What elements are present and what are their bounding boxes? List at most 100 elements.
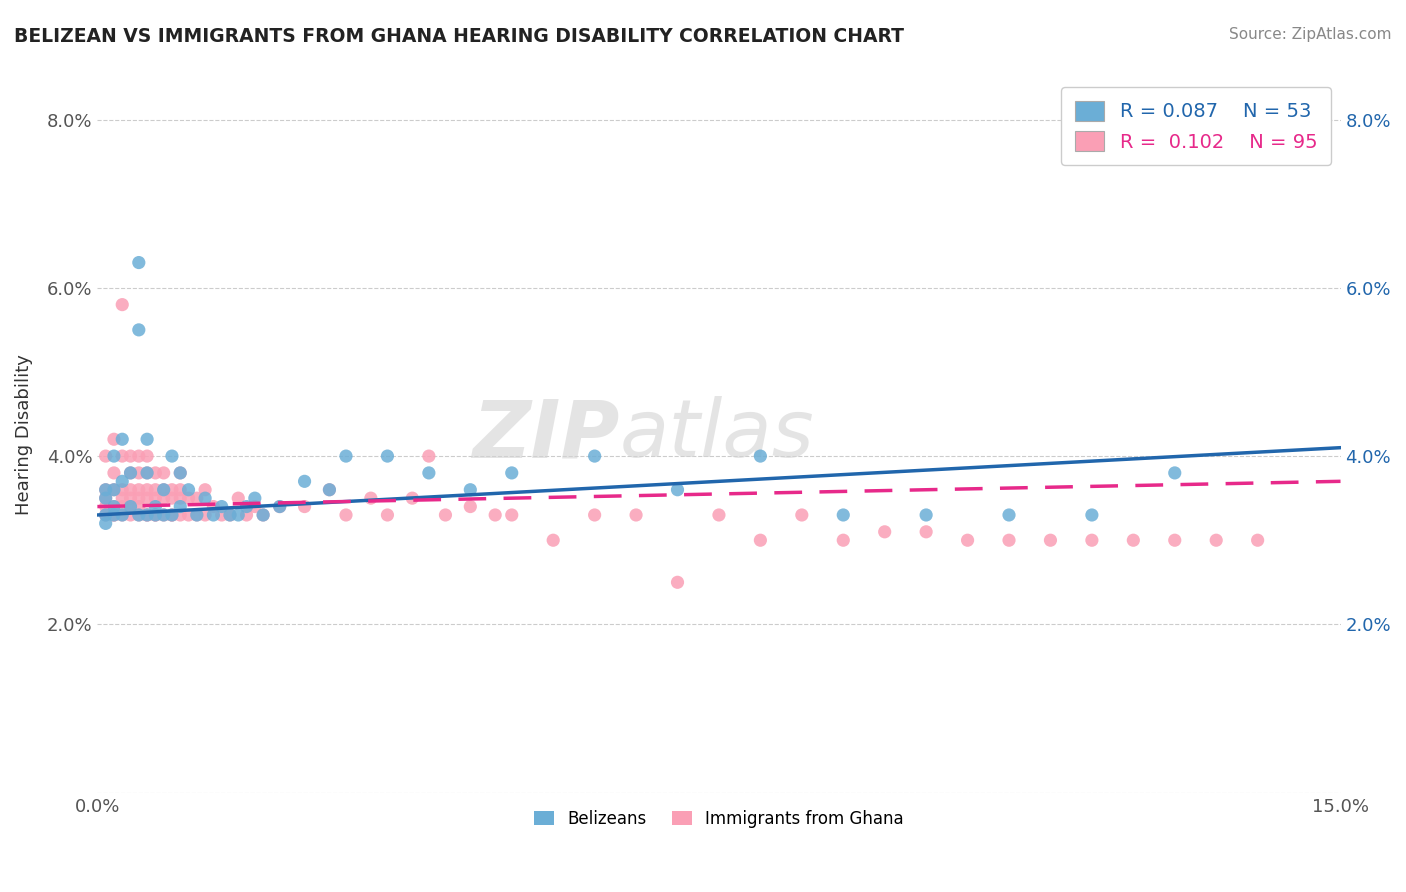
- Point: [1205, 533, 1227, 548]
- Point: [136, 466, 159, 480]
- Point: [832, 533, 855, 548]
- Point: [666, 575, 689, 590]
- Point: [128, 500, 150, 514]
- Point: [152, 466, 174, 480]
- Point: [484, 508, 506, 522]
- Point: [243, 500, 266, 514]
- Point: [269, 500, 291, 514]
- Point: [120, 483, 142, 497]
- Point: [460, 500, 482, 514]
- Point: [418, 466, 440, 480]
- Point: [252, 508, 274, 522]
- Point: [94, 483, 117, 497]
- Point: [145, 466, 167, 480]
- Point: [186, 508, 208, 522]
- Point: [128, 323, 150, 337]
- Point: [226, 491, 249, 505]
- Point: [318, 483, 340, 497]
- Point: [103, 449, 125, 463]
- Text: Source: ZipAtlas.com: Source: ZipAtlas.com: [1229, 27, 1392, 42]
- Point: [541, 533, 564, 548]
- Point: [169, 483, 191, 497]
- Point: [136, 466, 159, 480]
- Point: [94, 508, 117, 522]
- Point: [998, 533, 1021, 548]
- Point: [120, 466, 142, 480]
- Point: [235, 508, 257, 522]
- Point: [103, 432, 125, 446]
- Point: [94, 449, 117, 463]
- Point: [318, 483, 340, 497]
- Point: [294, 500, 316, 514]
- Point: [235, 500, 257, 514]
- Point: [120, 466, 142, 480]
- Point: [111, 508, 134, 522]
- Point: [583, 508, 606, 522]
- Point: [460, 483, 482, 497]
- Point: [956, 533, 979, 548]
- Point: [790, 508, 813, 522]
- Point: [136, 508, 159, 522]
- Point: [145, 491, 167, 505]
- Point: [152, 508, 174, 522]
- Point: [136, 508, 159, 522]
- Point: [873, 524, 896, 539]
- Point: [160, 508, 183, 522]
- Point: [111, 298, 134, 312]
- Point: [832, 508, 855, 522]
- Point: [128, 508, 150, 522]
- Point: [169, 466, 191, 480]
- Point: [120, 449, 142, 463]
- Point: [152, 483, 174, 497]
- Point: [128, 508, 150, 522]
- Text: ZIP: ZIP: [472, 396, 620, 474]
- Point: [998, 508, 1021, 522]
- Point: [269, 500, 291, 514]
- Point: [128, 255, 150, 269]
- Point: [1164, 533, 1187, 548]
- Point: [94, 483, 117, 497]
- Point: [177, 491, 200, 505]
- Text: BELIZEAN VS IMMIGRANTS FROM GHANA HEARING DISABILITY CORRELATION CHART: BELIZEAN VS IMMIGRANTS FROM GHANA HEARIN…: [14, 27, 904, 45]
- Point: [434, 508, 457, 522]
- Point: [377, 449, 399, 463]
- Point: [666, 483, 689, 497]
- Point: [103, 483, 125, 497]
- Point: [152, 491, 174, 505]
- Point: [186, 508, 208, 522]
- Point: [202, 508, 225, 522]
- Point: [111, 491, 134, 505]
- Point: [103, 500, 125, 514]
- Point: [145, 508, 167, 522]
- Point: [202, 500, 225, 514]
- Point: [103, 508, 125, 522]
- Point: [136, 508, 159, 522]
- Point: [377, 508, 399, 522]
- Point: [145, 500, 167, 514]
- Point: [120, 500, 142, 514]
- Point: [94, 516, 117, 531]
- Point: [136, 491, 159, 505]
- Point: [128, 449, 150, 463]
- Point: [160, 508, 183, 522]
- Point: [501, 508, 523, 522]
- Point: [111, 475, 134, 489]
- Point: [401, 491, 423, 505]
- Point: [94, 491, 117, 505]
- Point: [335, 449, 357, 463]
- Point: [624, 508, 647, 522]
- Point: [128, 491, 150, 505]
- Point: [145, 508, 167, 522]
- Point: [169, 500, 191, 514]
- Point: [120, 500, 142, 514]
- Point: [169, 508, 191, 522]
- Point: [111, 432, 134, 446]
- Point: [111, 483, 134, 497]
- Point: [1246, 533, 1268, 548]
- Point: [103, 466, 125, 480]
- Point: [219, 508, 242, 522]
- Point: [94, 508, 117, 522]
- Point: [915, 524, 938, 539]
- Point: [211, 500, 233, 514]
- Point: [94, 491, 117, 505]
